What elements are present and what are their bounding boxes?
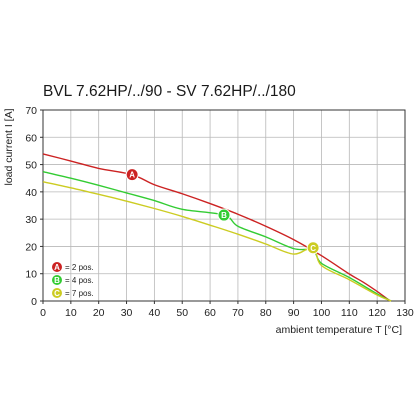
x-tick-label: 80 [260, 307, 272, 319]
legend-marker-label-a: A [54, 263, 60, 272]
x-tick-label: 120 [368, 307, 386, 319]
series-lines [42, 153, 392, 302]
legend-label-b: = 4 pos. [65, 276, 94, 285]
y-axis-label: load current I [A] [3, 108, 15, 185]
y-tick-label: 20 [25, 241, 37, 253]
y-tick-label: 10 [25, 269, 37, 281]
y-tick-labels: 0 10 20 30 40 50 60 70 [25, 105, 43, 308]
x-tick-label: 50 [176, 307, 188, 319]
x-tick-label: 20 [93, 307, 105, 319]
series-line-b [42, 170, 392, 302]
legend: A = 2 pos. B = 4 pos. C = 7 pos. [52, 262, 94, 298]
legend-marker-label-b: B [54, 276, 60, 285]
x-tick-label: 90 [288, 307, 300, 319]
y-tick-label: 30 [25, 214, 37, 226]
legend-marker-label-c: C [54, 289, 60, 298]
legend-marker-b [52, 275, 62, 285]
x-tick-label: 40 [149, 307, 161, 319]
legend-label-c: = 7 pos. [65, 289, 94, 298]
legend-marker-a [52, 262, 62, 272]
series-markers: A B C [125, 168, 320, 255]
x-tick-labels: 0 10 20 30 40 50 60 70 80 90 100 110 120 130 [40, 301, 414, 319]
series-marker-b [217, 208, 231, 222]
x-tick-label: 60 [204, 307, 216, 319]
x-axis-label: ambient temperature T [°C] [276, 324, 402, 336]
x-tick-label: 70 [232, 307, 244, 319]
legend-marker-c [52, 288, 62, 298]
x-tick-label: 0 [40, 307, 46, 319]
series-marker-label-b: B [221, 211, 227, 220]
legend-label-a: = 2 pos. [65, 263, 94, 272]
series-line-c [42, 181, 392, 302]
y-tick-label: 60 [25, 132, 37, 144]
y-tick-label: 0 [31, 296, 37, 308]
x-tick-label: 100 [313, 307, 331, 319]
series-marker-c [306, 241, 320, 255]
y-tick-label: 70 [25, 105, 37, 117]
series-marker-label-c: C [310, 244, 316, 253]
y-tick-label: 40 [25, 187, 37, 199]
x-tick-label: 110 [341, 307, 358, 319]
x-tick-label: 10 [65, 307, 77, 319]
grid [42, 109, 406, 302]
series-line-a [42, 153, 392, 302]
series-marker-label-a: A [129, 171, 135, 180]
chart-title: BVL 7.62HP/../90 - SV 7.62HP/../180 [43, 83, 296, 100]
series-marker-a [125, 168, 139, 182]
y-tick-label: 50 [25, 160, 37, 172]
x-tick-label: 30 [121, 307, 133, 319]
plot-frame [42, 109, 406, 302]
x-tick-label: 130 [396, 307, 414, 319]
